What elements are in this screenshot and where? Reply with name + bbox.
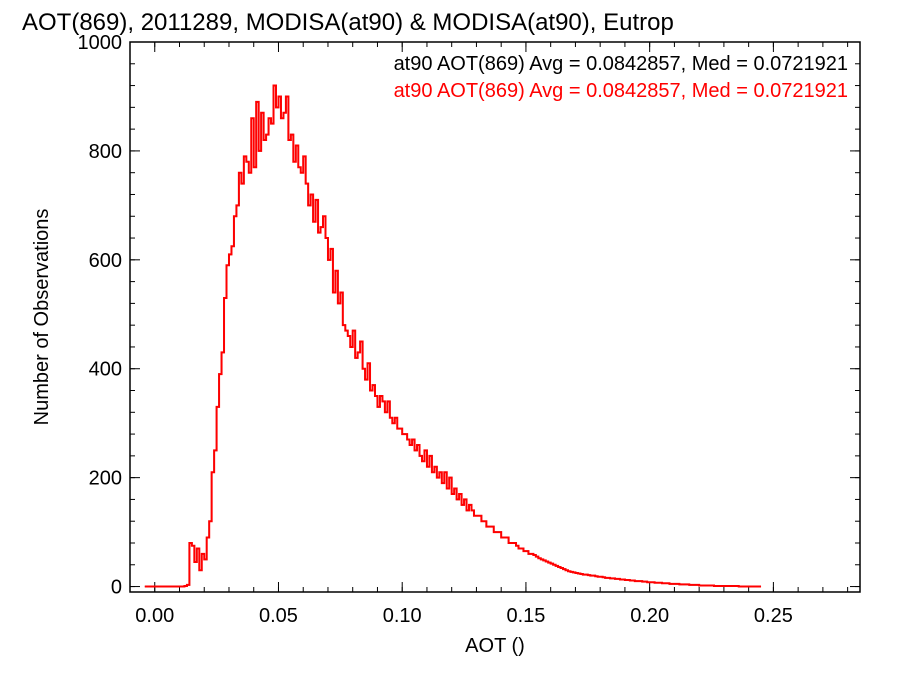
y-tick-label: 400 [89, 359, 122, 381]
x-axis-ticks: 0.00 0.05 0.10 0.15 0.20 0.25 [135, 42, 849, 627]
y-tick-label: 600 [89, 250, 122, 272]
y-tick-label: 200 [89, 468, 122, 490]
y-tick-label: 1000 [78, 32, 123, 54]
y-tick-label: 0 [111, 577, 122, 599]
y-axis-ticks: 0 200 400 600 800 1000 [78, 32, 860, 599]
x-tick-label: 0.20 [630, 605, 669, 627]
series-layer [144, 84, 762, 588]
x-axis-label: AOT () [465, 635, 525, 657]
x-tick-label: 0.00 [135, 605, 174, 627]
series-black-histogram [144, 84, 762, 588]
chart-title: AOT(869), 2011289, MODISA(at90) & MODISA… [22, 9, 674, 36]
x-tick-label: 0.15 [506, 605, 545, 627]
x-tick-label: 0.05 [259, 605, 298, 627]
x-tick-label: 0.25 [754, 605, 793, 627]
y-axis-label: Number of Observations [31, 209, 53, 426]
series-red-histogram [144, 84, 762, 588]
legend-entry-red: at90 AOT(869) Avg = 0.0842857, Med = 0.0… [394, 80, 848, 102]
plot-frame [129, 41, 861, 593]
y-tick-label: 800 [89, 141, 122, 163]
x-tick-label: 0.10 [383, 605, 422, 627]
legend-entry-black: at90 AOT(869) Avg = 0.0842857, Med = 0.0… [394, 53, 848, 75]
